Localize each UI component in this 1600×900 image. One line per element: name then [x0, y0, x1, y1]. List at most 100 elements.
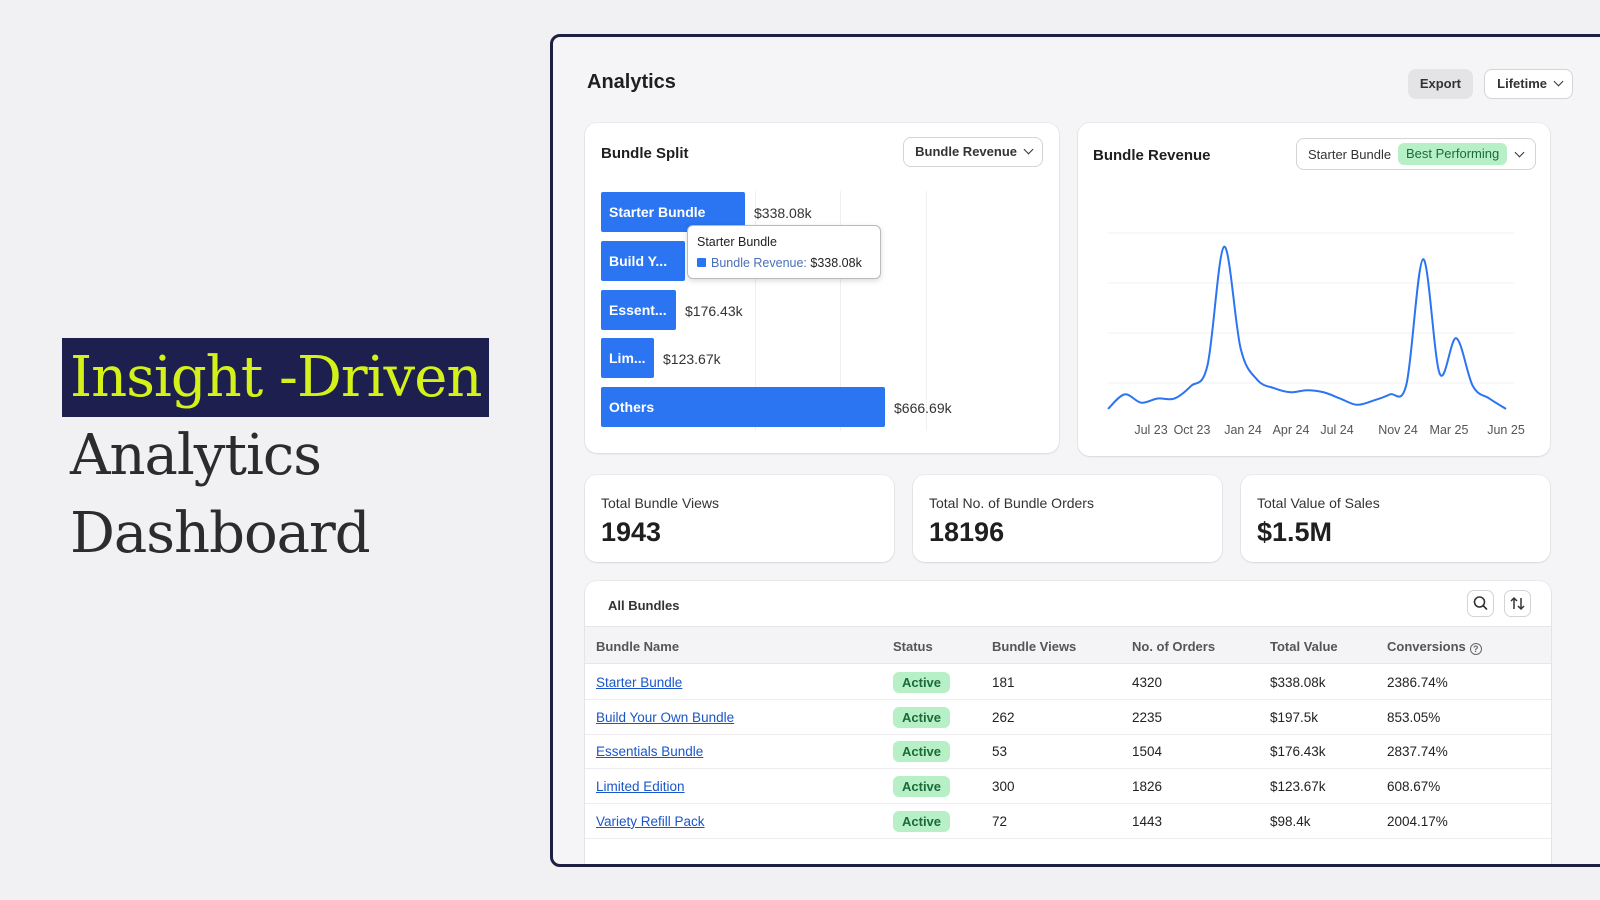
value-cell: $338.08k — [1270, 675, 1326, 690]
views-cell: 181 — [992, 675, 1015, 690]
search-button[interactable] — [1467, 590, 1494, 617]
bar-value-label: $123.67k — [663, 351, 721, 368]
value-cell: $197.5k — [1270, 709, 1319, 725]
column-header-orders[interactable]: No. of Orders — [1132, 639, 1216, 654]
x-tick-label: Jan 24 — [1224, 423, 1262, 437]
bundle-name-link[interactable]: Limited Edition — [596, 779, 685, 795]
conversions-cell: 2386.74% — [1387, 675, 1448, 690]
orders-cell: 4320 — [1132, 675, 1163, 690]
x-tick-label: Nov 24 — [1378, 423, 1418, 437]
orders-cell: 1443 — [1132, 813, 1163, 829]
orders-cell: 2235 — [1132, 709, 1163, 725]
tooltip-swatch — [697, 258, 706, 267]
conversions-cell: 608.67% — [1387, 779, 1441, 795]
table-title: All Bundles — [608, 598, 680, 613]
views-cell: 72 — [992, 813, 1008, 829]
views-cell: 262 — [992, 709, 1015, 725]
export-button[interactable]: Export — [1407, 69, 1473, 99]
stat-card-sales: Total Value of Sales $1.5M — [1241, 475, 1550, 562]
table-row: Build Your Own Bundle Active 262 2235 $197.5… — [585, 700, 1551, 735]
tooltip-value: $338.08k — [810, 256, 862, 270]
bar-value-label: $176.43k — [685, 302, 743, 319]
table-header: Bundle Name Status Bundle Views No. of O… — [585, 626, 1551, 664]
status-badge: Active — [893, 672, 951, 693]
date-range-label: Lifetime — [1497, 76, 1547, 91]
column-header-views[interactable]: Bundle Views — [992, 639, 1077, 654]
bundle-select-label: Starter Bundle — [1308, 147, 1392, 162]
column-header-value[interactable]: Total Value — [1270, 639, 1338, 654]
hero-line-3: Dashboard — [70, 501, 371, 566]
conversions-cell: 853.05% — [1387, 709, 1441, 725]
bar[interactable]: Essent... — [601, 289, 676, 330]
bar[interactable]: Others — [601, 387, 885, 428]
hero-line-2: Analytics — [70, 423, 322, 488]
bundle-name-link[interactable]: Essentials Bundle — [596, 744, 704, 760]
revenue-series-line[interactable] — [1107, 245, 1507, 410]
x-tick-label: Apr 24 — [1273, 423, 1310, 437]
stat-label: Total No. of Bundle Orders — [929, 495, 1094, 511]
bar-value-label: $666.69k — [894, 400, 952, 417]
bundle-name-link[interactable]: Starter Bundle — [596, 675, 683, 690]
stat-card-views: Total Bundle Views 1943 — [585, 475, 894, 562]
status-badge: Active — [893, 776, 951, 798]
stat-card-orders: Total No. of Bundle Orders 18196 — [913, 475, 1222, 562]
column-header-conversions-label: Conversions — [1387, 639, 1466, 654]
column-header-status[interactable]: Status — [893, 639, 933, 654]
orders-cell: 1826 — [1132, 779, 1163, 795]
views-cell: 53 — [992, 744, 1008, 760]
chevron-down-icon — [1023, 144, 1034, 155]
bar-gridline — [926, 191, 927, 431]
x-tick-label: Jul 23 — [1134, 423, 1167, 437]
bundle-revenue-title: Bundle Revenue — [1093, 147, 1211, 164]
column-header-name[interactable]: Bundle Name — [596, 639, 680, 654]
hero-highlight: Insight -Driven — [62, 338, 490, 417]
orders-cell: 1504 — [1132, 744, 1163, 760]
x-tick-label: Jun 25 — [1487, 423, 1525, 437]
views-cell: 300 — [992, 779, 1015, 795]
chevron-down-icon — [1553, 76, 1564, 87]
line-chart: Jul 23 Oct 23 Jan 24 Apr 24 Jul 24 Nov 24 Mar … — [1107, 232, 1525, 437]
search-icon — [1473, 596, 1488, 610]
page-title: Analytics — [587, 71, 676, 93]
stat-value: 18196 — [929, 517, 1005, 547]
sort-icon — [1510, 596, 1525, 611]
stat-label: Total Value of Sales — [1257, 495, 1380, 511]
status-badge: Active — [893, 741, 951, 763]
status-badge: Active — [893, 810, 951, 832]
table-row: Starter Bundle Active 181 4320 $338.08k 2386.… — [585, 665, 1551, 700]
hero-heading: Insight -Driven Analytics Dashboard — [62, 338, 490, 573]
metric-select-label: Bundle Revenue — [915, 144, 1017, 159]
bundle-revenue-card: Bundle Revenue Starter Bundle Best Perfo… — [1078, 123, 1550, 456]
header: Analytics Export Lifetime — [585, 69, 1573, 99]
date-range-select[interactable]: Lifetime — [1484, 69, 1573, 99]
sort-button[interactable] — [1504, 590, 1531, 617]
bar[interactable]: Lim... — [601, 338, 654, 379]
bundle-select[interactable]: Starter Bundle Best Performing — [1296, 138, 1536, 170]
chart-tooltip: Starter Bundle Bundle Revenue: $338.08k — [687, 225, 881, 279]
stat-label: Total Bundle Views — [601, 495, 720, 511]
tooltip-key: Bundle Revenue: — [711, 256, 807, 270]
bar-row: Lim... $123.67k — [601, 338, 1041, 379]
bundle-split-card: Bundle Split Bundle Revenue Starter Bund… — [585, 123, 1059, 453]
dashboard-window: Analytics Export Lifetime Bundle Split B… — [550, 34, 1600, 867]
help-circle-icon[interactable]: ? — [1469, 643, 1482, 655]
all-bundles-table: All Bundles Bundle Name Status Bundle — [585, 581, 1551, 864]
bar-gridline — [755, 191, 756, 431]
bar-row: Others $666.69k — [601, 387, 1041, 428]
x-tick-label: Oct 23 — [1174, 423, 1211, 437]
table-row: Limited Edition Active 300 1826 $123.67k 608.… — [585, 769, 1551, 805]
bar[interactable]: Build Y... — [601, 240, 685, 281]
table-row: Essentials Bundle Active 53 1504 $176.43k 283… — [585, 734, 1551, 770]
bundle-name-link[interactable]: Variety Refill Pack — [596, 813, 705, 829]
conversions-cell: 2837.74% — [1387, 744, 1448, 760]
stat-value: 1943 — [601, 517, 662, 547]
tooltip-row: Bundle Revenue: $338.08k — [697, 256, 862, 270]
x-tick-label: Mar 25 — [1430, 423, 1469, 437]
conversions-cell: 2004.17% — [1387, 813, 1448, 829]
bundle-name-link[interactable]: Build Your Own Bundle — [596, 709, 735, 725]
bar-row: Build Y... — [601, 240, 1041, 281]
metric-select[interactable]: Bundle Revenue — [903, 137, 1043, 167]
hero-line-1: Insight -Driven — [62, 338, 490, 417]
column-header-conversions[interactable]: Conversions? — [1387, 639, 1482, 655]
table-row: Variety Refill Pack Active 72 1443 $98.4k 200… — [585, 804, 1551, 839]
